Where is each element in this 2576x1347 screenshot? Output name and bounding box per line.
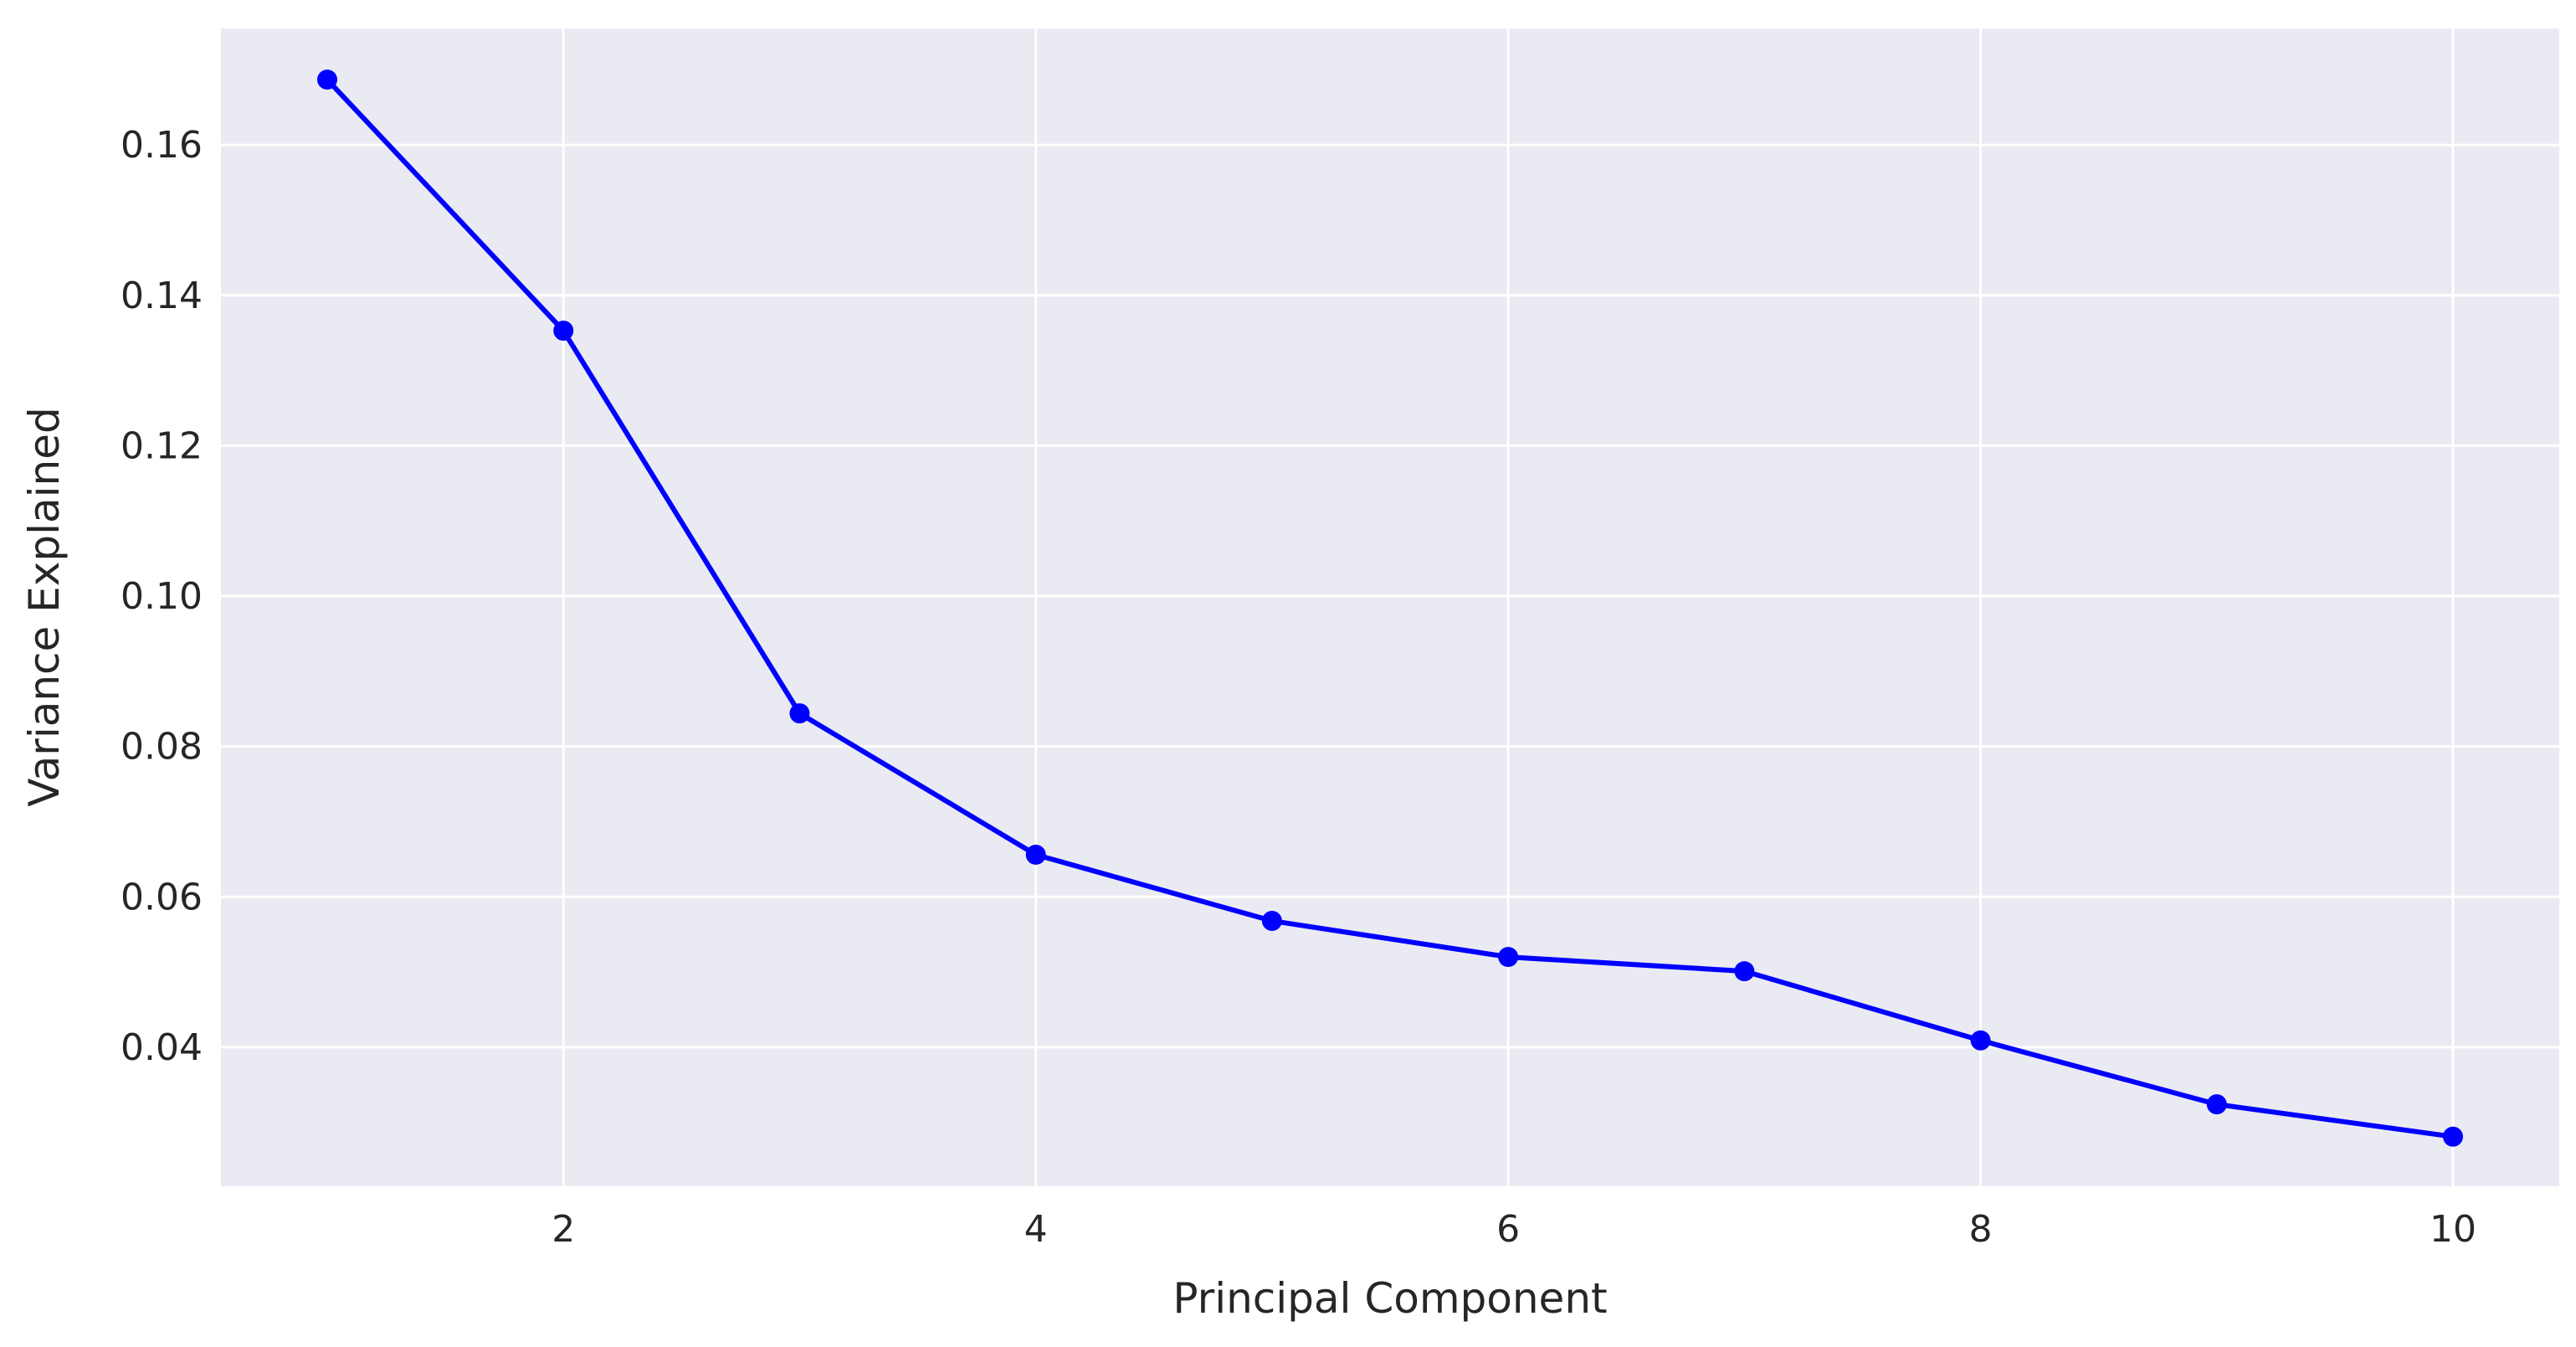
x-tick-label: 8 — [1969, 1208, 1993, 1251]
data-point — [553, 321, 574, 342]
data-point — [317, 69, 337, 90]
data-point — [2443, 1126, 2463, 1147]
y-tick-label: 0.14 — [121, 275, 203, 317]
x-tick-label: 2 — [552, 1208, 575, 1251]
series-layer — [317, 69, 2463, 1147]
data-point — [789, 703, 810, 724]
y-tick-label: 0.12 — [121, 424, 203, 467]
grid-lines — [221, 28, 2559, 1186]
x-tick-label: 6 — [1496, 1208, 1520, 1251]
y-tick-labels: 0.04 0.06 0.08 0.10 0.12 0.14 0.16 — [121, 124, 203, 1069]
y-tick-label: 0.04 — [121, 1026, 203, 1069]
y-axis-title: Variance Explained — [20, 407, 69, 806]
y-tick-label: 0.16 — [121, 124, 203, 167]
x-tick-label: 4 — [1024, 1208, 1048, 1251]
data-point — [2206, 1094, 2227, 1115]
y-tick-label: 0.06 — [121, 876, 203, 918]
y-tick-label: 0.10 — [121, 575, 203, 618]
data-point — [1025, 844, 1046, 865]
plot-area — [221, 28, 2559, 1186]
x-axis-title: Principal Component — [1173, 1274, 1607, 1323]
series-line — [325, 78, 2454, 1139]
x-tick-label: 10 — [2430, 1208, 2476, 1251]
y-tick-label: 0.08 — [121, 726, 203, 769]
data-point — [1498, 947, 1519, 968]
x-tick-labels: 2 4 6 8 10 — [552, 1208, 2476, 1251]
data-point — [1970, 1030, 1991, 1051]
data-point — [1261, 910, 1282, 931]
data-point — [1734, 961, 1755, 982]
